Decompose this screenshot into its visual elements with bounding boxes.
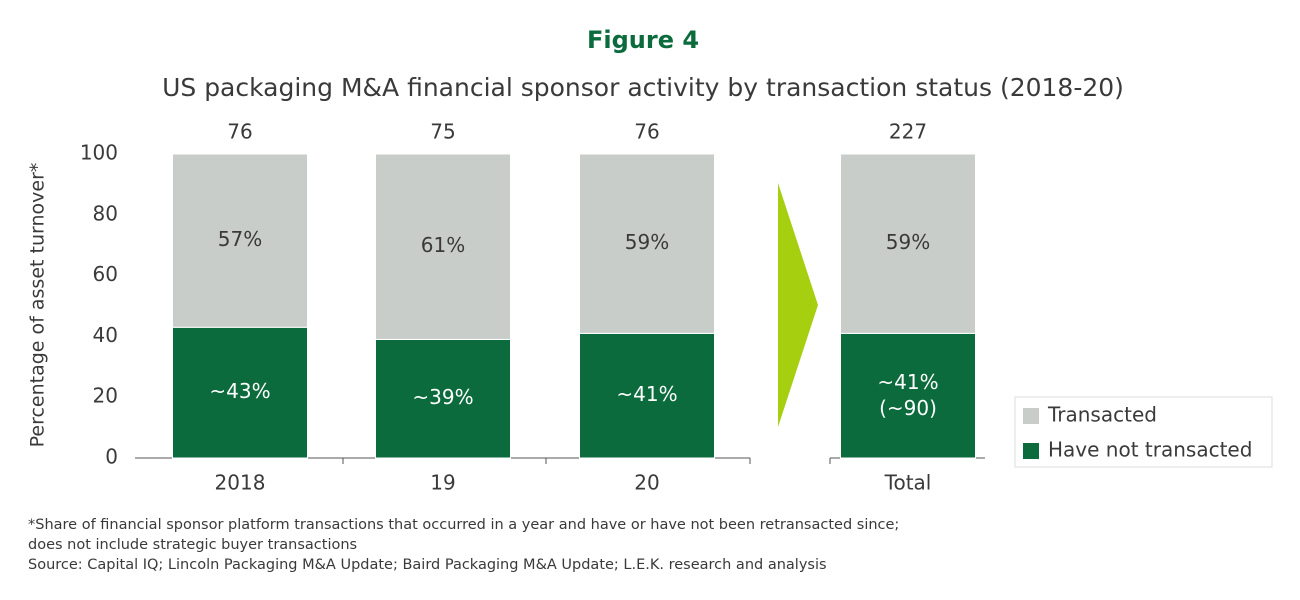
data-label: 59% [625,230,669,254]
total-label: 227 [889,120,927,144]
data-label: ~41% [877,370,938,394]
footnote: Source: Capital IQ; Lincoln Packaging M&… [28,557,827,573]
y-tick-label: 40 [93,323,118,347]
data-label: 61% [421,233,465,257]
x-tick-label: Total [884,471,932,495]
total-label: 76 [634,120,659,144]
data-label: 57% [218,227,262,251]
y-tick-label: 80 [93,201,118,225]
bar-segment [840,332,976,459]
y-tick-label: 100 [80,141,118,165]
x-tick-label: 20 [634,471,659,495]
footnote: *Share of financial sponsor platform tra… [28,517,899,533]
legend-label: Transacted [1047,403,1157,427]
bar-segment [840,153,976,334]
total-label: 75 [430,120,455,144]
y-tick-label: 60 [93,262,118,286]
data-label: ~41% [616,382,677,406]
chart-title: US packaging M&A financial sponsor activ… [162,73,1124,102]
bar-segment [172,326,308,459]
x-tick-label: 19 [430,471,455,495]
y-tick-label: 0 [105,445,118,469]
bar-segment [579,153,715,334]
bar-segment [375,153,511,340]
legend-swatch [1023,408,1039,424]
legend [1014,396,1273,468]
data-label: 59% [886,230,930,254]
figure-label: Figure 4 [587,26,699,54]
footnote: does not include strategic buyer transac… [28,537,357,553]
arrow [778,183,818,427]
y-tick-label: 20 [93,384,118,408]
bar-segment [172,153,308,328]
x-tick-label: 2018 [215,471,266,495]
data-label: ~43% [209,379,270,403]
data-label: ~39% [412,385,473,409]
y-axis-label: Percentage of asset turnover* [27,163,49,448]
data-label: (~90) [879,396,937,420]
total-label: 76 [227,120,252,144]
legend-label: Have not transacted [1048,438,1252,462]
bar-segment [579,332,715,459]
legend-swatch [1023,443,1039,459]
